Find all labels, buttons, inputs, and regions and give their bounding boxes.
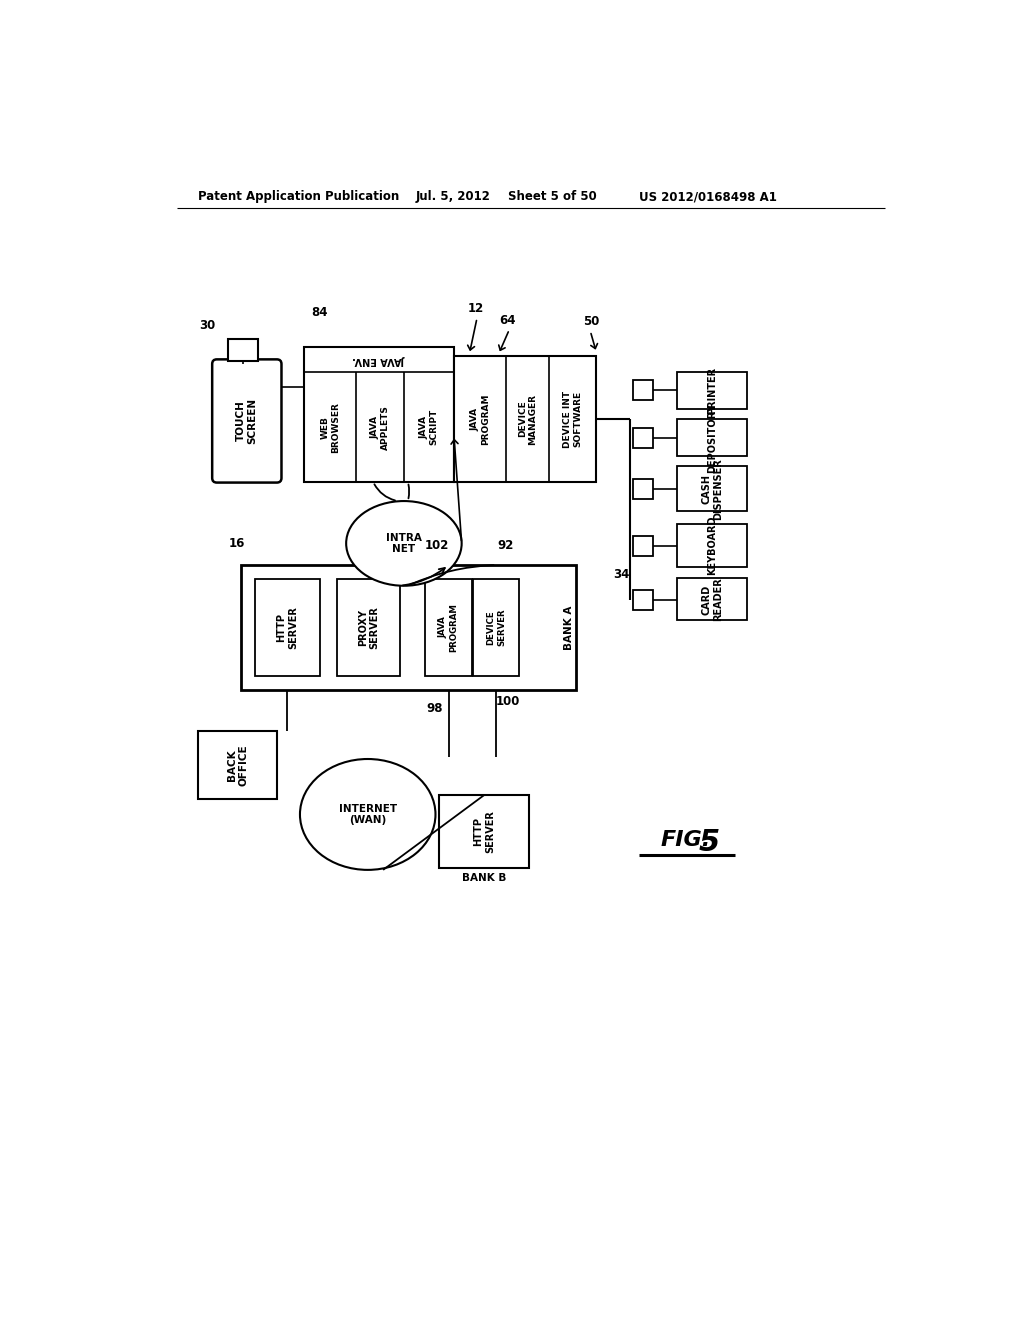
Text: JAVA
PROGRAM: JAVA PROGRAM	[470, 393, 489, 445]
Text: BACK
OFFICE: BACK OFFICE	[226, 744, 249, 785]
Text: JAVA
APPLETS: JAVA APPLETS	[371, 405, 390, 450]
Bar	[241, 565, 575, 689]
Text: JAVA
SCRIPT: JAVA SCRIPT	[419, 409, 438, 445]
Text: FIG.: FIG.	[660, 830, 711, 850]
Text: DEVICE
MANAGER: DEVICE MANAGER	[518, 393, 538, 445]
Text: INTERNET
(WAN): INTERNET (WAN)	[339, 804, 396, 825]
Ellipse shape	[300, 759, 435, 870]
Text: JAVA ENV.: JAVA ENV.	[352, 355, 406, 366]
Text: 30: 30	[200, 319, 216, 333]
Text: 100: 100	[496, 694, 520, 708]
Bar	[228, 339, 258, 360]
Text: 50: 50	[583, 315, 599, 329]
Text: US 2012/0168498 A1: US 2012/0168498 A1	[639, 190, 776, 203]
Text: DEVICE
SERVER: DEVICE SERVER	[486, 609, 506, 647]
Bar	[677, 372, 746, 409]
Text: PRINTER: PRINTER	[707, 367, 717, 413]
Text: CASH
DISPENSER: CASH DISPENSER	[701, 458, 723, 520]
Text: 5: 5	[698, 828, 720, 857]
Text: WEB
BROWSER: WEB BROWSER	[321, 401, 340, 453]
Bar	[633, 428, 652, 447]
Text: BANK A: BANK A	[564, 605, 574, 649]
FancyBboxPatch shape	[212, 359, 282, 483]
Text: 98: 98	[426, 702, 443, 715]
Text: CARD
READER: CARD READER	[701, 578, 723, 622]
Bar	[255, 579, 319, 676]
Text: DEVICE INT
SOFTWARE: DEVICE INT SOFTWARE	[563, 391, 583, 447]
Text: 34: 34	[612, 568, 629, 581]
Text: INTRA
NET: INTRA NET	[386, 532, 422, 554]
Text: TOUCH
SCREEN: TOUCH SCREEN	[236, 397, 258, 444]
Bar	[425, 579, 472, 676]
Bar	[677, 524, 746, 566]
Text: KEYBOARD: KEYBOARD	[707, 516, 717, 576]
Text: DEPOSITORY: DEPOSITORY	[707, 403, 717, 473]
Bar	[677, 420, 746, 457]
Text: BANK B: BANK B	[462, 873, 506, 883]
Text: Patent Application Publication: Patent Application Publication	[199, 190, 399, 203]
Bar	[454, 356, 596, 482]
Bar	[633, 479, 652, 499]
Bar	[677, 466, 746, 511]
Ellipse shape	[346, 502, 462, 586]
Text: 16: 16	[228, 537, 245, 550]
Bar	[633, 380, 652, 400]
Text: 64: 64	[500, 314, 516, 326]
Bar	[473, 579, 519, 676]
Bar	[337, 579, 400, 676]
Text: HTTP
SERVER: HTTP SERVER	[473, 810, 495, 853]
Text: JAVA
PROGRAM: JAVA PROGRAM	[439, 603, 459, 652]
Text: Jul. 5, 2012: Jul. 5, 2012	[416, 190, 490, 203]
Text: 102: 102	[425, 539, 450, 552]
Text: 84: 84	[311, 306, 328, 319]
Bar	[633, 590, 652, 610]
Bar	[438, 795, 529, 869]
Bar	[199, 731, 276, 799]
Text: Sheet 5 of 50: Sheet 5 of 50	[508, 190, 597, 203]
Bar	[677, 578, 746, 620]
Text: HTTP
SERVER: HTTP SERVER	[276, 606, 298, 648]
Text: PROXY
SERVER: PROXY SERVER	[357, 606, 379, 648]
Bar	[633, 536, 652, 556]
Bar	[304, 347, 454, 482]
Text: 12: 12	[467, 302, 483, 315]
Text: 92: 92	[498, 539, 514, 552]
